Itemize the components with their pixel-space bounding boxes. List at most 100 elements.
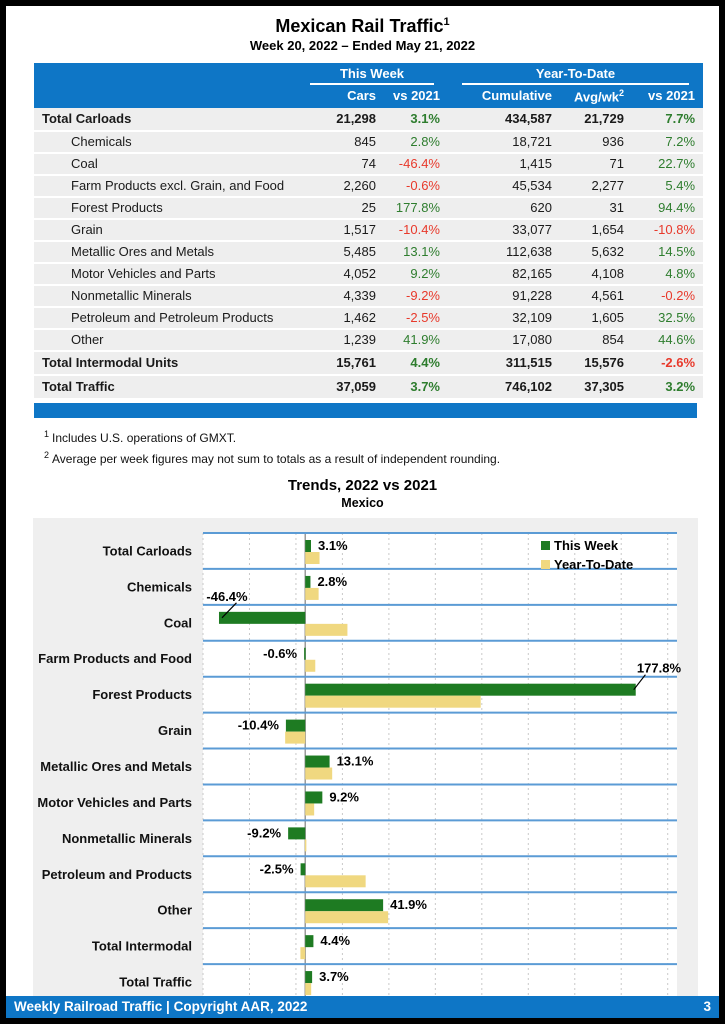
cell-ytd-pct: 44.6% (632, 329, 704, 353)
table-row-forest-products: Forest Products 25 177.8% 620 31 94.4% (34, 197, 704, 221)
row-label: Total Intermodal Units (34, 351, 296, 377)
cell-avgwk: 4,561 (560, 285, 632, 309)
row-label: Grain (34, 219, 296, 243)
group-header-ytd-label: Year-To-Date (462, 66, 690, 85)
cell-cars: 74 (296, 153, 384, 177)
legend-swatch-ytd (541, 560, 550, 570)
row-label: Coal (34, 153, 296, 177)
col-header-avgwk-text: Avg/wk (573, 89, 619, 105)
bar-ytd-total-intermodal (300, 947, 306, 960)
footnote-2: 2 Average per week figures may not sum to… (44, 447, 699, 468)
traffic-table-body: Total Carloads 21,298 3.1% 434,587 21,729 7.7… (34, 108, 704, 401)
legend-label-this-week: This Week (554, 538, 619, 553)
col-header-empty (34, 85, 296, 109)
table-row-farm-products-excl-grain-and-food: Farm Products excl. Grain, and Food 2,260… (34, 175, 704, 199)
row-label: Total Carloads (34, 108, 296, 133)
bar-label-coal: -46.4% (206, 589, 248, 604)
cell-tw-pct: -2.5% (384, 307, 448, 331)
cell-avgwk: 2,277 (560, 175, 632, 199)
cell-tw-pct: -10.4% (384, 219, 448, 243)
col-header-ytd-pct: vs 2021 (632, 85, 704, 109)
cell-cumulative: 1,415 (448, 153, 560, 177)
bar-ytd-motor-vehicles-and-parts (305, 803, 315, 816)
bar-label-grain: -10.4% (238, 718, 280, 733)
cell-avgwk: 71 (560, 153, 632, 177)
bar-this-week-other (305, 899, 384, 912)
bar-this-week-farm-products-and-food (304, 648, 306, 661)
bar-this-week-nonmetallic-minerals (288, 827, 306, 840)
legend-label-ytd: Year-To-Date (554, 557, 633, 572)
cell-avgwk: 31 (560, 197, 632, 221)
cell-cumulative: 18,721 (448, 131, 560, 155)
row-label: Chemicals (34, 131, 296, 155)
bar-label-nonmetallic-minerals: -9.2% (247, 826, 281, 841)
header-spacer (34, 63, 296, 85)
cell-tw-pct: 3.7% (384, 375, 448, 401)
chart-subtitle: Mexico (341, 496, 384, 511)
bar-ytd-total-traffic (305, 983, 312, 996)
table-row-grain: Grain 1,517 -10.4% 33,077 1,654 -10.8% (34, 219, 704, 243)
cell-cumulative: 17,080 (448, 329, 560, 353)
col-header-avgwk-footnote-marker: 2 (618, 88, 624, 98)
cell-ytd-pct: 14.5% (632, 241, 704, 265)
footnote-1-marker: 1 (44, 429, 50, 440)
cell-tw-pct: 13.1% (384, 241, 448, 265)
category-label-motor-vehicles-and-parts: Motor Vehicles and Parts (37, 795, 192, 810)
callout-line-coal (221, 602, 237, 619)
cell-ytd-pct: 7.7% (632, 108, 704, 133)
page-title: Mexican Rail Traffic1 (6, 11, 719, 37)
category-label-total-traffic: Total Traffic (119, 975, 192, 990)
bar-ytd-forest-products (305, 696, 481, 709)
table-row-other: Other 1,239 41.9% 17,080 854 44.6% (34, 329, 704, 353)
table-row-coal: Coal 74 -46.4% 1,415 71 22.7% (34, 153, 704, 177)
row-label: Motor Vehicles and Parts (34, 263, 296, 287)
cell-cumulative: 620 (448, 197, 560, 221)
chart-title: Trends, 2022 vs 2021 (287, 477, 438, 495)
bar-ytd-farm-products-and-food (305, 660, 316, 673)
bar-this-week-total-carloads (305, 540, 311, 553)
bar-label-total-intermodal: 4.4% (320, 933, 350, 948)
bar-ytd-other (305, 911, 389, 924)
category-label-forest-products: Forest Products (92, 687, 192, 702)
cell-cumulative: 45,534 (448, 175, 560, 199)
bar-label-forest-products: 177.8% (637, 661, 682, 676)
category-label-chemicals: Chemicals (127, 580, 192, 595)
bar-ytd-chemicals (305, 588, 319, 601)
category-label-total-carloads: Total Carloads (103, 544, 192, 559)
cell-ytd-pct: 7.2% (632, 131, 704, 155)
col-header-cumulative: Cumulative (448, 85, 560, 109)
footnotes: 1 Includes U.S. operations of GMXT. 2 Aver… (44, 426, 699, 468)
table-row-total-traffic: Total Traffic 37,059 3.7% 746,102 37,305 3.2% (34, 375, 704, 401)
bar-label-total-traffic: 3.7% (319, 969, 349, 984)
col-header-tw-pct: vs 2021 (384, 85, 448, 109)
cell-avgwk: 936 (560, 131, 632, 155)
table-row-motor-vehicles-and-parts: Motor Vehicles and Parts 4,052 9.2% 82,165 4… (34, 263, 704, 287)
category-label-metallic-ores-and-metals: Metallic Ores and Metals (40, 759, 192, 774)
cell-cars: 4,052 (296, 263, 384, 287)
cell-tw-pct: 177.8% (384, 197, 448, 221)
cell-cumulative: 32,109 (448, 307, 560, 331)
cell-tw-pct: 3.1% (384, 108, 448, 133)
cell-cars: 1,517 (296, 219, 384, 243)
cell-tw-pct: -9.2% (384, 285, 448, 309)
legend-swatch-this-week (541, 541, 550, 551)
category-label-petroleum-and-products: Petroleum and Products (42, 867, 192, 882)
footnote-2-text: Average per week figures may not sum to … (52, 452, 501, 467)
bar-label-motor-vehicles-and-parts: 9.2% (329, 790, 359, 805)
cell-cars: 21,298 (296, 108, 384, 133)
footer-text: Weekly Railroad Traffic | Copyright AAR,… (14, 999, 308, 1014)
table-row-total-carloads: Total Carloads 21,298 3.1% 434,587 21,729 7.7… (34, 108, 704, 133)
cell-avgwk: 1,654 (560, 219, 632, 243)
bar-ytd-coal (305, 624, 348, 637)
cell-avgwk: 854 (560, 329, 632, 353)
bar-ytd-total-carloads (305, 552, 320, 565)
page-title-footnote-marker: 1 (443, 16, 450, 28)
bar-label-petroleum-and-products: -2.5% (260, 862, 294, 877)
cell-tw-pct: 41.9% (384, 329, 448, 353)
bar-ytd-nonmetallic-minerals (304, 839, 307, 852)
bar-label-total-carloads: 3.1% (318, 538, 348, 553)
cell-ytd-pct: 4.8% (632, 263, 704, 287)
cell-cars: 5,485 (296, 241, 384, 265)
cell-ytd-pct: -0.2% (632, 285, 704, 309)
